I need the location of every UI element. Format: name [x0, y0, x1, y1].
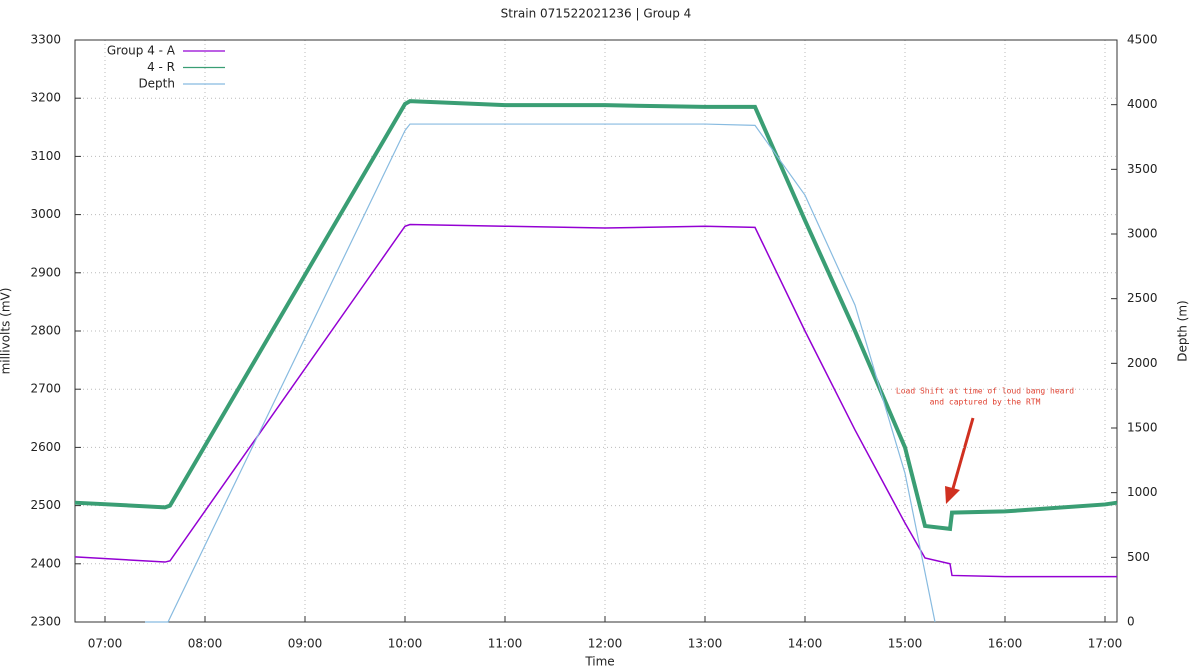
- y-tick-label: 3000: [30, 207, 61, 221]
- y-tick-label: 2500: [30, 498, 61, 512]
- y2-tick-label: 2500: [1127, 291, 1158, 305]
- y-tick-label: 2700: [30, 382, 61, 396]
- legend-label: 4 - R: [147, 60, 175, 74]
- x-tick-label: 07:00: [88, 637, 123, 651]
- y2-tick-label: 500: [1127, 550, 1150, 564]
- x-tick-label: 11:00: [488, 637, 523, 651]
- x-tick-label: 16:00: [988, 637, 1023, 651]
- y2-tick-label: 3000: [1127, 227, 1158, 241]
- x-tick-label: 09:00: [288, 637, 323, 651]
- series-line: [74, 99, 1118, 532]
- annotation: Load Shift at time of loud bang heard: [896, 387, 1074, 396]
- series-line: [74, 223, 1117, 578]
- chart-title: Strain 071522021236 | Group 4: [501, 7, 692, 21]
- y2-tick-label: 4500: [1127, 33, 1158, 47]
- y-tick-label: 2900: [30, 265, 61, 279]
- series-line: [145, 123, 936, 623]
- annotation: and captured by the RTM: [930, 398, 1041, 407]
- legend-label: Depth: [138, 77, 175, 91]
- x-tick-label: 15:00: [888, 637, 923, 651]
- y2-tick-label: 1500: [1127, 421, 1158, 435]
- x-axis-label: Time: [584, 655, 614, 668]
- plot-frame: [74, 39, 1118, 623]
- y2-tick-label: 1000: [1127, 485, 1158, 499]
- y-tick-label: 3200: [30, 91, 61, 105]
- annotation-arrowhead: [945, 486, 960, 504]
- y2-tick-label: 0: [1127, 615, 1135, 629]
- y2-axis-label: Depth (m): [1176, 300, 1190, 361]
- x-tick-label: 14:00: [788, 637, 823, 651]
- y-tick-label: 2300: [30, 615, 61, 629]
- y-tick-label: 2400: [30, 556, 61, 570]
- x-tick-label: 17:00: [1088, 637, 1123, 651]
- x-tick-label: 12:00: [588, 637, 623, 651]
- y-tick-label: 3300: [30, 33, 61, 47]
- y-tick-label: 2800: [30, 324, 61, 338]
- y-axis-label: millivolts (mV): [0, 288, 13, 375]
- y-tick-label: 3100: [30, 149, 61, 163]
- legend-label: Group 4 - A: [107, 44, 176, 58]
- x-tick-label: 08:00: [188, 637, 223, 651]
- y-tick-label: 2600: [30, 440, 61, 454]
- y2-tick-label: 4000: [1127, 97, 1158, 111]
- x-tick-label: 10:00: [388, 637, 423, 651]
- x-tick-label: 13:00: [688, 637, 723, 651]
- y2-tick-label: 2000: [1127, 356, 1158, 370]
- y2-tick-label: 3500: [1127, 162, 1158, 176]
- annotation-arrow: [950, 417, 975, 493]
